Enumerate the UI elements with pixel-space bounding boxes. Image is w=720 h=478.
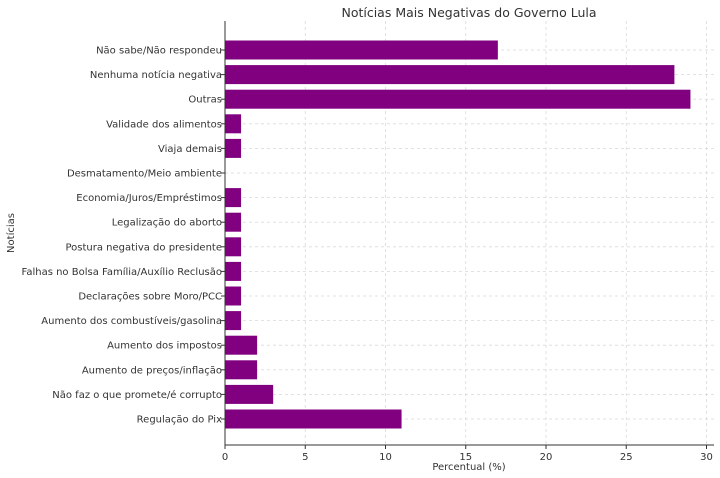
bar [225, 237, 242, 257]
category-label: Declarações sobre Moro/PCC [78, 292, 222, 303]
category-label: Regulação do Pix [137, 415, 222, 426]
bar [225, 286, 242, 306]
y-axis-label: Notícias [5, 213, 17, 253]
bar [225, 89, 691, 109]
category-label: Viaja demais [158, 144, 222, 155]
category-label: Aumento de preços/inflação [82, 365, 222, 376]
category-label: Outras [188, 95, 222, 106]
x-axis-label: Percentual (%) [432, 462, 505, 473]
category-label: Legalização do aborto [112, 218, 222, 229]
bar [225, 188, 242, 208]
x-axis-ticks: 0 5 10 15 20 25 30 [221, 49, 713, 463]
category-labels: Não sabe/Não respondeu Nenhuma notícia ne… [22, 46, 223, 426]
category-label: Validade dos alimentos [106, 119, 222, 130]
x-tick-label: 5 [302, 452, 308, 463]
bar [225, 409, 402, 429]
bars [225, 40, 691, 429]
category-label: Postura negativa do presidente [65, 242, 222, 253]
bar [225, 114, 242, 134]
x-tick-label: 15 [459, 452, 472, 463]
x-tick-label: 10 [379, 452, 392, 463]
category-label: Falhas no Bolsa Família/Auxílio Reclusão [22, 266, 223, 278]
category-label: Não sabe/Não respondeu [96, 46, 222, 57]
bar [225, 335, 258, 355]
category-label: Desmatamento/Meio ambiente [67, 169, 222, 180]
category-label: Aumento dos impostos [107, 341, 222, 352]
grid [225, 21, 714, 445]
bar [225, 360, 258, 380]
category-label: Economia/Juros/Empréstimos [76, 192, 222, 204]
x-tick-label: 30 [700, 452, 713, 463]
bar [225, 311, 242, 331]
category-label: Aumento dos combustíveis/gasolina [41, 315, 222, 327]
bar [225, 261, 242, 281]
x-tick-label: 20 [540, 452, 553, 463]
category-label: Não faz o que promete/é corrupto [52, 389, 222, 401]
x-tick-label: 0 [222, 452, 228, 463]
bar [225, 212, 242, 232]
category-label: Nenhuma notícia negativa [90, 69, 222, 81]
bar [225, 65, 675, 85]
bar [225, 384, 274, 404]
bar [225, 40, 498, 60]
x-tick-label: 25 [620, 452, 633, 463]
chart-title: Notícias Mais Negativas do Governo Lula [341, 5, 596, 20]
bar [225, 138, 242, 158]
